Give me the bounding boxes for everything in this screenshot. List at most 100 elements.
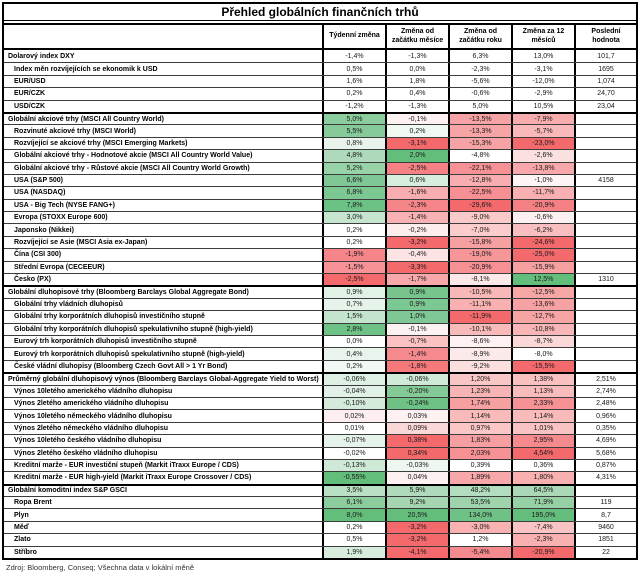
row-label: Plyn — [14, 511, 29, 519]
last-value-cell: 0,96% — [574, 410, 636, 422]
change-cell-12-months: 1,13% — [511, 385, 574, 397]
row-label: Rozvinuté akciové trhy (MSCI World) — [14, 127, 136, 135]
table-row: Výnos 2letého německého vládního dluhopi… — [4, 421, 636, 435]
table-row: Globální akciové trhy - Růstové akcie (M… — [4, 161, 636, 174]
change-cell-year-to-date: -10,1% — [448, 323, 511, 335]
row-label: Globální komoditní index S&P GSCI — [8, 487, 127, 495]
change-cell-month-to-date: -1,8% — [385, 360, 448, 373]
change-cell-month-to-date: 0,9% — [385, 298, 448, 311]
table-row: EUR/USD 1,6% 1,8% -5,6% -12,0% 1,074 — [4, 74, 636, 88]
change-cell-month-to-date: -1,4% — [385, 348, 448, 360]
column-header-row: Týdenní změna Změna od začátku měsíce Zm… — [4, 23, 636, 50]
row-label: Rozvíjející se akciové trhy (MSCI Emergi… — [14, 139, 188, 147]
table-body: Dolarový index DXY -1,4% -1,3% 6,3% 13,0… — [4, 50, 636, 559]
change-cell-weekly: 5,2% — [322, 162, 385, 174]
table-row: USA (S&P 500) 6,6% 0,6% -12,8% -1,0% 415… — [4, 173, 636, 187]
change-cell-year-to-date: -15,8% — [448, 236, 511, 249]
row-label: Dolarový index DXY — [8, 52, 75, 60]
table-row: Plyn 8,0% 20,5% 134,0% 195,0% 8,7 — [4, 508, 636, 521]
change-cell-12-months: -2,9% — [511, 88, 574, 100]
table-row: Index měn rozvíjejících se ekonomik k US… — [4, 62, 636, 75]
change-cell-year-to-date: -5,4% — [448, 546, 511, 559]
change-cell-year-to-date: 53,5% — [448, 497, 511, 509]
change-cell-weekly: 0,2% — [322, 360, 385, 373]
row-label: Výnos 10letého amerického vládního dluho… — [14, 387, 173, 395]
change-cell-year-to-date: -29,6% — [448, 199, 511, 212]
change-cell-12-months: 1,80% — [511, 472, 574, 484]
last-value-cell: 22 — [574, 546, 636, 559]
change-cell-year-to-date: -8,9% — [448, 348, 511, 360]
change-cell-year-to-date: -11,1% — [448, 298, 511, 311]
change-cell-year-to-date: 2,03% — [448, 447, 511, 459]
row-label: Rozvíjející se Asie (MSCI Asia ex-Japan) — [14, 239, 148, 247]
last-value-cell — [574, 311, 636, 323]
change-cell-12-months: 13,0% — [511, 50, 574, 63]
change-cell-12-months: -2,3% — [511, 534, 574, 546]
change-cell-12-months: -5,7% — [511, 125, 574, 137]
change-cell-year-to-date: -5,6% — [448, 75, 511, 88]
change-cell-month-to-date: 2,0% — [385, 150, 448, 162]
change-cell-weekly: 0,2% — [322, 224, 385, 236]
last-value-cell: 23,04 — [574, 100, 636, 112]
change-cell-month-to-date: -1,7% — [385, 274, 448, 286]
table-row: Globální trhy vládních dluhopisů 0,7% 0,… — [4, 297, 636, 311]
table-row: Výnos 10letého českého vládního dluhopis… — [4, 434, 636, 447]
change-cell-weekly: 3,0% — [322, 212, 385, 224]
change-cell-month-to-date: 5,9% — [385, 485, 448, 497]
last-value-cell: 9460 — [574, 521, 636, 534]
row-label: USA - Big Tech (NYSE FANG+) — [14, 201, 115, 209]
change-cell-12-months: 0,36% — [511, 459, 574, 472]
change-cell-year-to-date: -7,0% — [448, 224, 511, 236]
last-value-cell — [574, 323, 636, 335]
change-cell-12-months: -8,0% — [511, 348, 574, 360]
row-label: Evropa (STOXX Europe 600) — [14, 214, 108, 222]
change-cell-weekly: 0,2% — [322, 236, 385, 249]
change-cell-weekly: 0,2% — [322, 88, 385, 100]
table-row: Globální akciové trhy - Hodnotové akcie … — [4, 149, 636, 162]
change-cell-year-to-date: -9,2% — [448, 360, 511, 373]
change-cell-year-to-date: 1,20% — [448, 374, 511, 385]
change-cell-month-to-date: 0,2% — [385, 125, 448, 137]
last-value-cell: 4,31% — [574, 472, 636, 484]
change-cell-month-to-date: 0,03% — [385, 410, 448, 422]
change-cell-weekly: -1,4% — [322, 50, 385, 63]
change-cell-month-to-date: 0,04% — [385, 472, 448, 484]
last-value-cell — [574, 137, 636, 150]
last-value-cell — [574, 236, 636, 249]
row-label: Globální akciové trhy - Hodnotové akcie … — [14, 152, 253, 160]
page-title: Přehled globálních finančních trhů — [4, 4, 636, 21]
change-cell-weekly: 0,4% — [322, 348, 385, 360]
change-cell-year-to-date: -10,5% — [448, 287, 511, 298]
change-cell-month-to-date: -3,3% — [385, 261, 448, 274]
last-value-cell: 101,7 — [574, 50, 636, 63]
last-value-cell: 1310 — [574, 274, 636, 286]
change-cell-year-to-date: -8,1% — [448, 274, 511, 286]
change-cell-month-to-date: -0,24% — [385, 397, 448, 410]
change-cell-month-to-date: 0,38% — [385, 435, 448, 447]
change-cell-year-to-date: -8,6% — [448, 335, 511, 348]
change-cell-month-to-date: -0,4% — [385, 249, 448, 261]
row-label: Globální trhy korporátních dluhopisů inv… — [14, 313, 205, 321]
change-cell-year-to-date: -4,8% — [448, 150, 511, 162]
change-cell-year-to-date: -3,0% — [448, 521, 511, 534]
change-cell-year-to-date: 0,39% — [448, 459, 511, 472]
change-cell-weekly: 0,7% — [322, 298, 385, 311]
change-cell-12-months: 12,5% — [511, 274, 574, 286]
table-row: Globální komoditní index S&P GSCI 3,5% 5… — [4, 483, 636, 497]
table-row: Eurový trh korporátních dluhopisů invest… — [4, 334, 636, 348]
change-cell-month-to-date: -1,4% — [385, 212, 448, 224]
last-value-cell: 2,48% — [574, 397, 636, 410]
row-label: Kreditní marže - EUR high-yield (Markit … — [14, 474, 252, 482]
table-row: Výnos 10letého amerického vládního dluho… — [4, 384, 636, 397]
change-cell-month-to-date: -3,1% — [385, 137, 448, 150]
change-cell-12-months: -15,5% — [511, 360, 574, 373]
change-cell-weekly: 6,6% — [322, 174, 385, 187]
change-cell-year-to-date: 1,74% — [448, 397, 511, 410]
change-cell-weekly: -0,02% — [322, 447, 385, 459]
row-label: Globální trhy korporátních dluhopisů spe… — [14, 325, 253, 333]
change-cell-year-to-date: -20,9% — [448, 261, 511, 274]
change-cell-12-months: -13,8% — [511, 162, 574, 174]
table-row: České vládní dluhopisy (Bloomberg Czech … — [4, 359, 636, 373]
last-value-cell — [574, 212, 636, 224]
change-cell-month-to-date: -0,1% — [385, 323, 448, 335]
